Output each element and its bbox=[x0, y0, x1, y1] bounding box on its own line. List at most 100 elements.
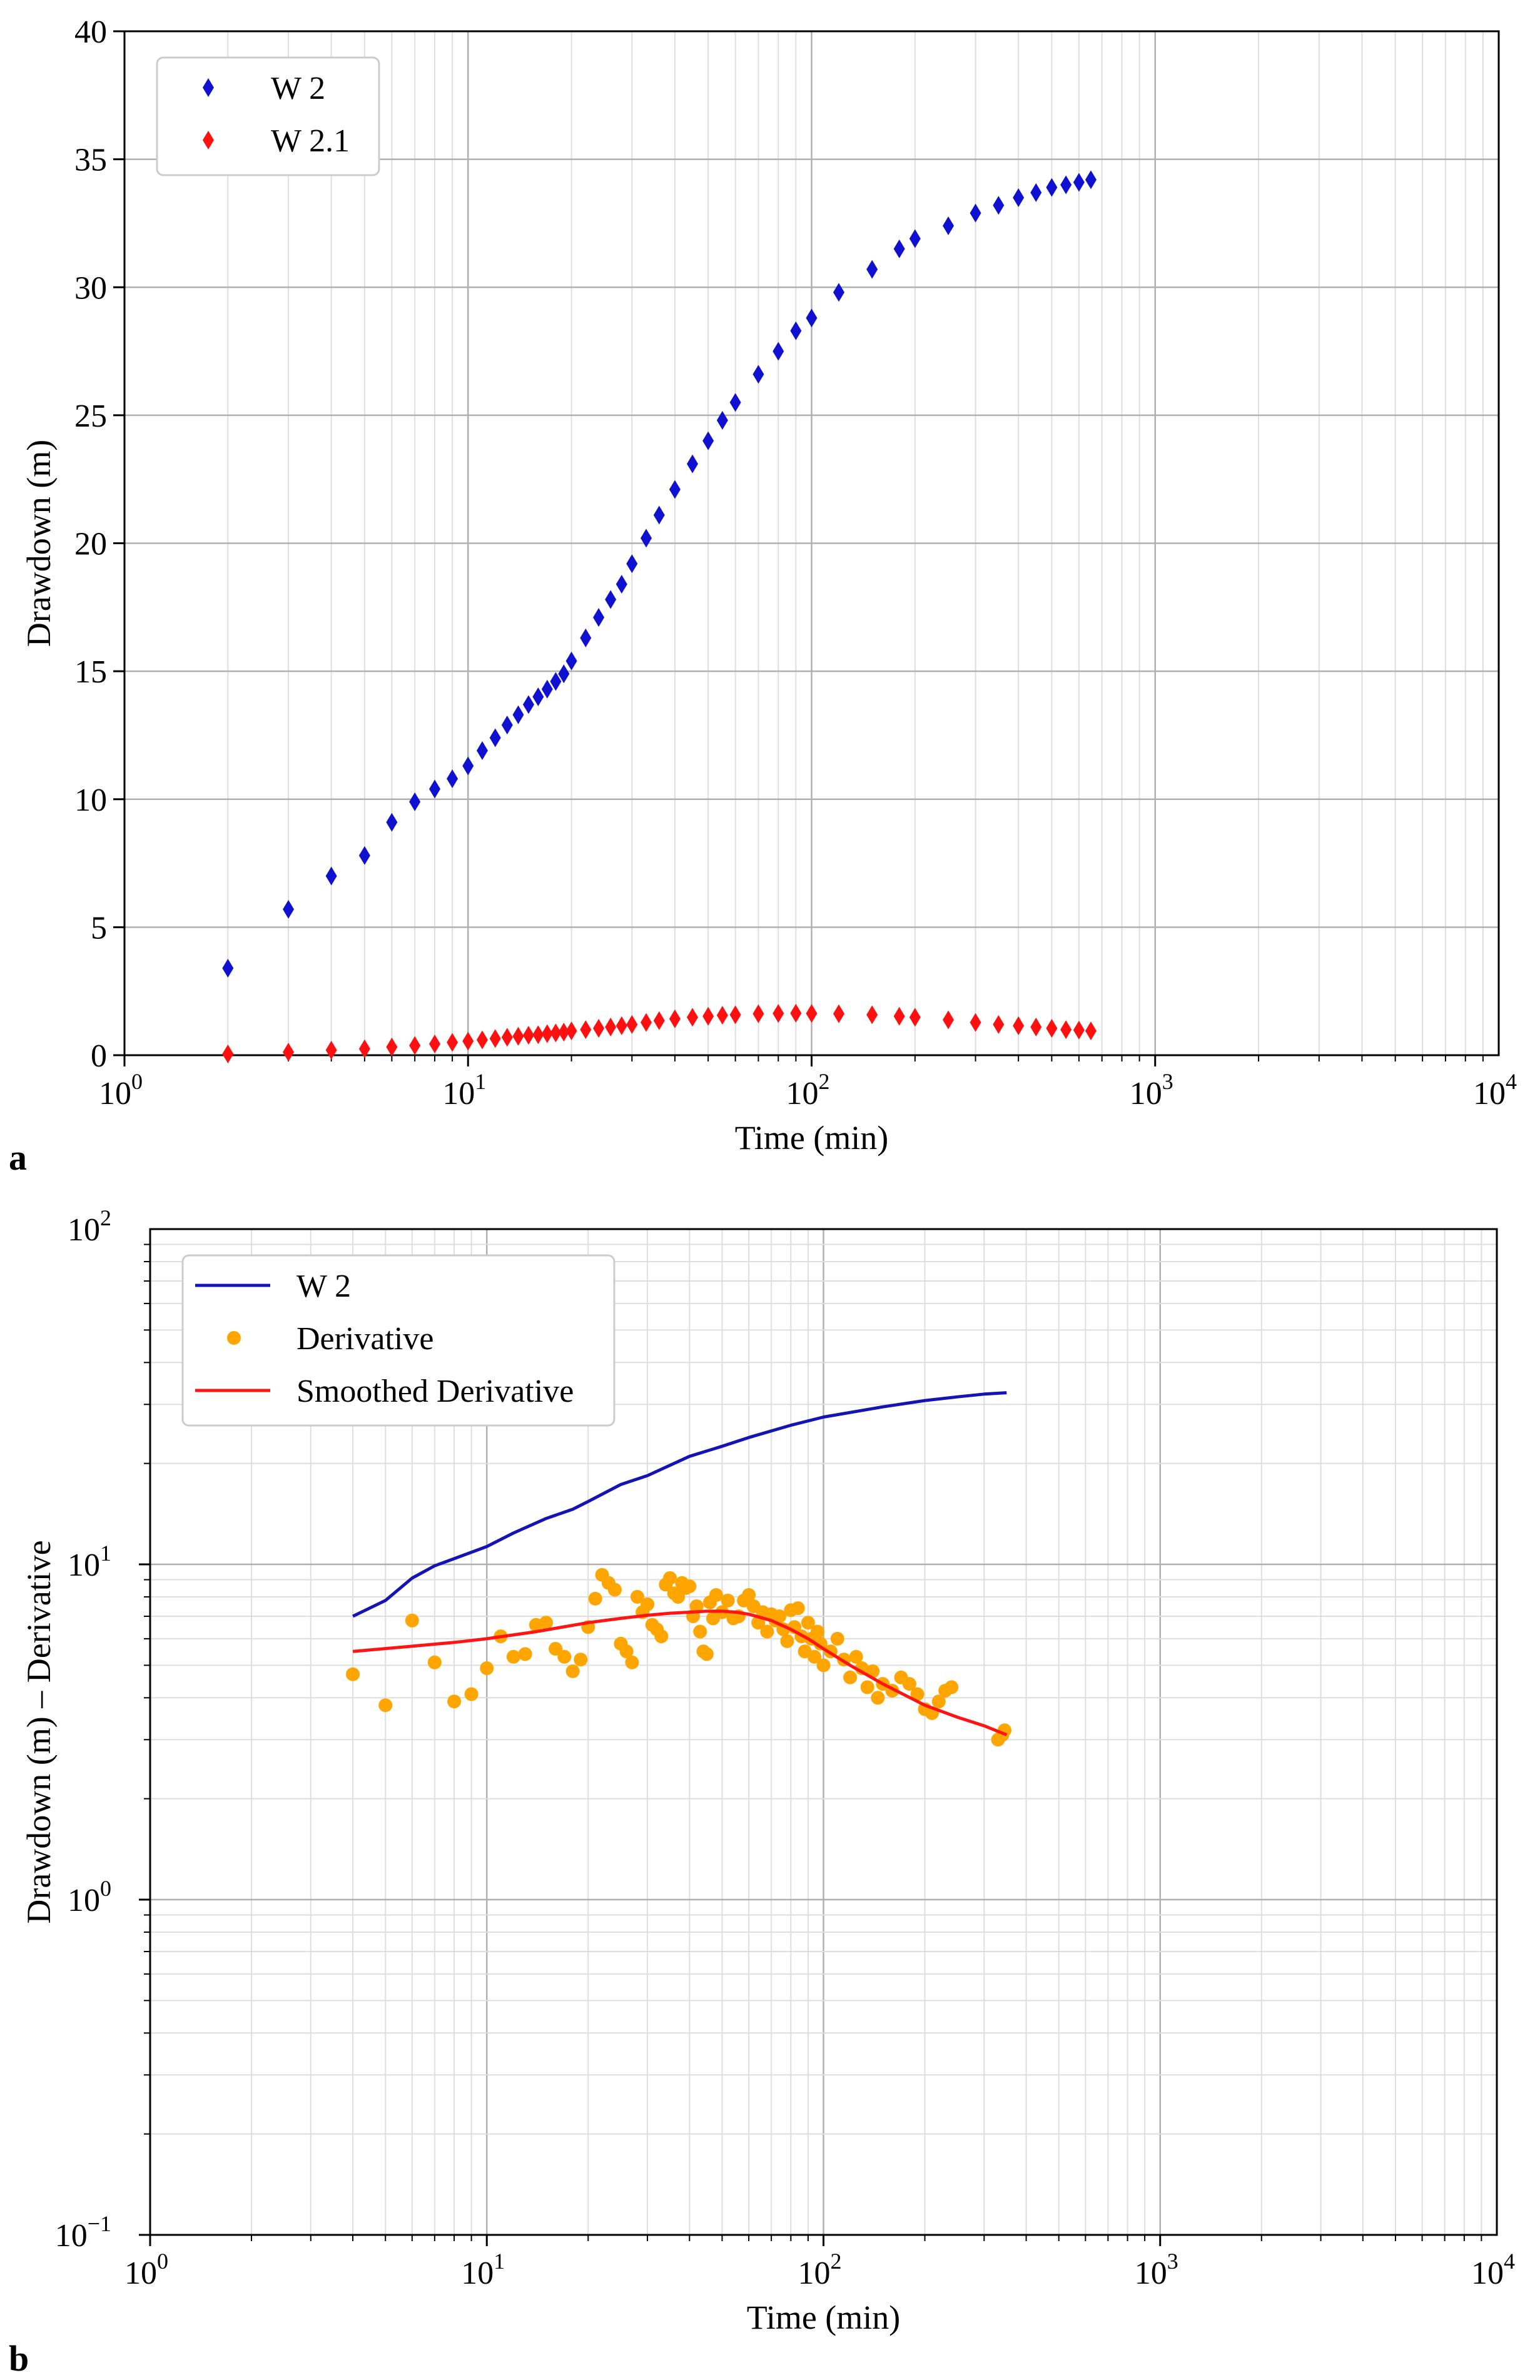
b-series-derivative-point bbox=[654, 1629, 669, 1644]
a-y-tick-label: 20 bbox=[74, 527, 107, 562]
a-x-tick-label: 103 bbox=[1130, 1069, 1173, 1112]
a-series-w-2-1-point bbox=[489, 1029, 501, 1048]
b-series-w-2-line bbox=[352, 1391, 1007, 1618]
b-series-derivative-point bbox=[860, 1680, 874, 1694]
b-series-derivative-point bbox=[773, 1609, 787, 1624]
a-series-w-2-1-point bbox=[409, 1036, 421, 1055]
a-x-tick-label: 102 bbox=[786, 1069, 830, 1112]
b-series-derivative-point bbox=[464, 1687, 479, 1701]
a-series-w-2-1-point bbox=[283, 1043, 295, 1062]
b-series-derivative-point bbox=[760, 1624, 774, 1639]
a-series-w-2-1-point bbox=[993, 1015, 1005, 1034]
b-series-derivative-point bbox=[902, 1677, 916, 1691]
b-series-derivative-point bbox=[699, 1647, 714, 1661]
b-series-derivative-point bbox=[539, 1616, 554, 1630]
a-series-w-2-point bbox=[532, 687, 544, 707]
a-series-w-2-1-point bbox=[593, 1019, 605, 1038]
panel-a-ticks: 100 101 102 103 104 0 5 10 15 20 25 30 35 40 bbox=[74, 14, 1517, 1112]
b-series-derivative-point bbox=[689, 1599, 704, 1613]
a-series-w-2-1-point bbox=[532, 1025, 544, 1045]
a-series-w-2-point bbox=[687, 454, 699, 473]
a-series-w-2-1-point bbox=[476, 1030, 488, 1050]
a-series-w-2-point bbox=[447, 769, 458, 789]
a-series-w-2-point bbox=[641, 529, 652, 548]
a-series-w-2-1-point bbox=[909, 1008, 921, 1027]
b-series-smoothed-derivative-line bbox=[352, 1609, 1008, 1736]
a-legend-entry: W 2 bbox=[203, 71, 325, 106]
a-series-w-2-point bbox=[716, 411, 728, 430]
b-series-derivative-point bbox=[709, 1588, 723, 1603]
a-series-w-2-point bbox=[222, 958, 234, 978]
b-series-derivative-point bbox=[346, 1667, 360, 1681]
a-series-w-2-point bbox=[970, 203, 981, 223]
b-series-derivative-point bbox=[871, 1691, 885, 1705]
a-legend-marker bbox=[203, 131, 214, 149]
b-series-derivative-point bbox=[506, 1649, 520, 1664]
b-series-derivative-point bbox=[518, 1647, 532, 1661]
a-series-w-2-1-point bbox=[626, 1015, 638, 1034]
a-series-w-2-point bbox=[512, 705, 524, 724]
a-series-w-2-1-point bbox=[1013, 1016, 1025, 1035]
b-series-derivative-point bbox=[480, 1661, 494, 1676]
a-series-w-2-point bbox=[1013, 188, 1025, 208]
b-series-derivative-point bbox=[630, 1589, 644, 1604]
a-series-w-2-point bbox=[476, 741, 488, 760]
a-series-w-2-point bbox=[833, 283, 844, 302]
a-series-w-2-point bbox=[1085, 170, 1097, 190]
b-series-derivative-point bbox=[574, 1653, 588, 1667]
b-series-derivative-point bbox=[619, 1644, 634, 1659]
a-series-w-2-1-point bbox=[222, 1044, 234, 1063]
a-series-w-2-point bbox=[626, 554, 638, 574]
b-x-tick-label: 104 bbox=[1471, 2249, 1515, 2291]
b-series-derivative-point bbox=[557, 1649, 572, 1664]
b-series-derivative-point bbox=[565, 1664, 580, 1678]
a-series-w-2-1-point bbox=[687, 1008, 699, 1027]
a-series-w-2-point bbox=[386, 813, 398, 832]
a-series-w-2-point bbox=[806, 308, 818, 328]
a-series-w-2-point bbox=[669, 480, 681, 499]
a-series-w-2-1-point bbox=[752, 1004, 764, 1023]
b-series-derivative-point bbox=[742, 1588, 756, 1603]
b-series-derivative-point bbox=[447, 1694, 462, 1709]
a-series-w-2-1-point bbox=[522, 1026, 534, 1045]
b-y-tick-label: 101 bbox=[68, 1541, 111, 1583]
b-series-derivative-point bbox=[721, 1593, 735, 1608]
a-x-tick-label: 100 bbox=[99, 1069, 143, 1112]
b-series-smoothed-derivative bbox=[352, 1609, 1008, 1736]
a-legend-entry: W 2.1 bbox=[203, 123, 350, 159]
b-series-derivative-point bbox=[931, 1694, 946, 1709]
a-x-tick-label: 101 bbox=[442, 1069, 486, 1112]
a-series-w-2-point bbox=[565, 651, 577, 671]
a-series-w-2-1-point bbox=[550, 1023, 562, 1043]
b-series-derivative-point bbox=[588, 1591, 602, 1606]
b-series-derivative-point bbox=[849, 1649, 863, 1664]
a-series-w-2-1-point bbox=[702, 1006, 714, 1026]
a-y-tick-label: 5 bbox=[91, 910, 107, 946]
a-series-w-2-1-point bbox=[641, 1013, 652, 1032]
a-legend-label: W 2 bbox=[271, 71, 325, 106]
a-series-w-2-1-point bbox=[580, 1020, 592, 1040]
b-y-tick-label: 10−1 bbox=[55, 2211, 111, 2254]
a-series-w-2-point bbox=[462, 756, 474, 776]
a-series-w-2-point bbox=[409, 792, 421, 811]
a-series-w-2-point bbox=[358, 846, 370, 865]
a-series-w-2-point bbox=[283, 899, 295, 919]
b-series-derivative-point bbox=[682, 1579, 697, 1594]
b-y-tick-label: 102 bbox=[68, 1205, 111, 1248]
a-series-w-2-point bbox=[489, 728, 501, 747]
b-series-derivative-point bbox=[427, 1655, 442, 1669]
a-series-w-2-point bbox=[429, 779, 441, 799]
a-series-w-2-1-point bbox=[970, 1013, 981, 1032]
b-series-derivative-point bbox=[813, 1636, 828, 1651]
a-series-w-2-1-point bbox=[325, 1040, 337, 1060]
panel-a-legend: W 2 W 2.1 bbox=[156, 56, 380, 176]
a-legend-label: W 2.1 bbox=[271, 123, 350, 159]
a-series-w-2-point bbox=[1030, 183, 1042, 202]
b-series-derivative-point bbox=[801, 1616, 815, 1630]
b-series-derivative-point bbox=[378, 1698, 393, 1713]
a-series-w-2-point bbox=[605, 590, 617, 609]
a-series-w-2-1-point bbox=[1030, 1017, 1042, 1036]
a-series-w-2-1-point bbox=[429, 1034, 441, 1053]
